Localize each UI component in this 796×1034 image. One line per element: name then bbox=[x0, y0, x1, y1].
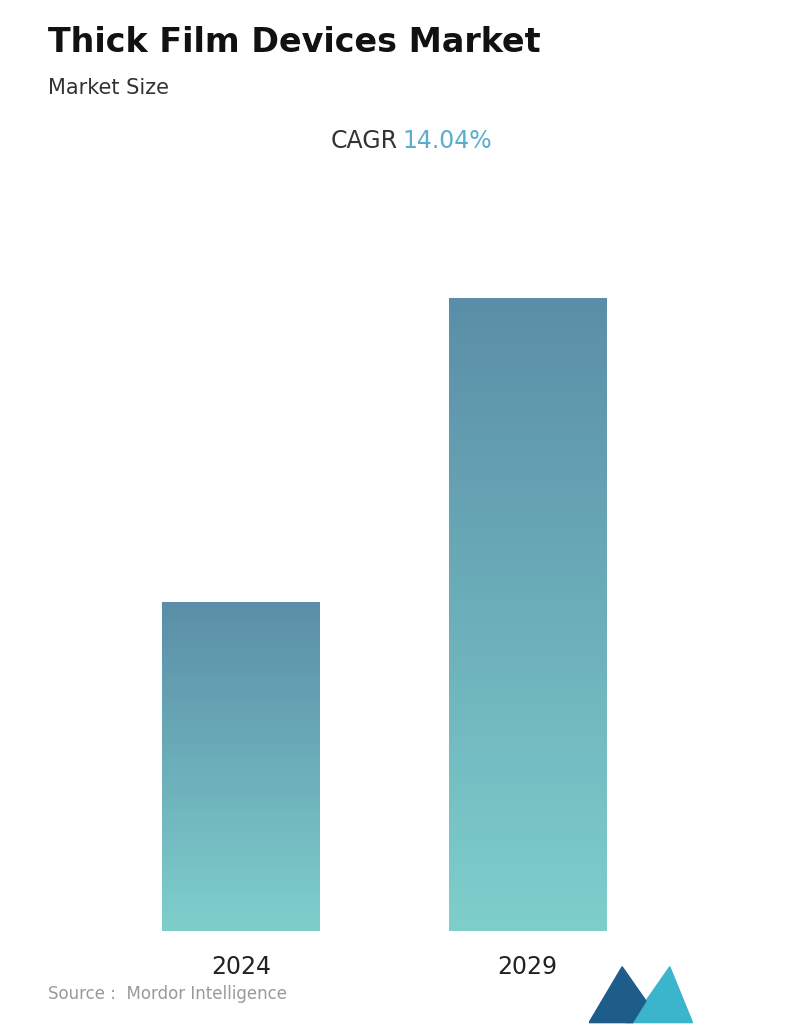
Polygon shape bbox=[625, 967, 693, 1023]
Text: Source :  Mordor Intelligence: Source : Mordor Intelligence bbox=[48, 985, 287, 1003]
Text: CAGR: CAGR bbox=[330, 129, 397, 153]
Text: Thick Film Devices Market: Thick Film Devices Market bbox=[48, 26, 540, 59]
Polygon shape bbox=[589, 967, 646, 1023]
Text: Market Size: Market Size bbox=[48, 78, 169, 97]
Text: 14.04%: 14.04% bbox=[402, 129, 492, 153]
